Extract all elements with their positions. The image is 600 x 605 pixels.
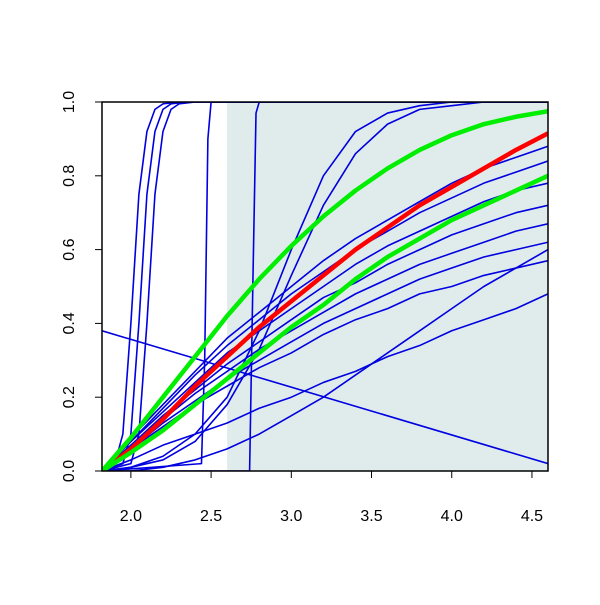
data-line <box>102 102 548 471</box>
y-tick-label: 0.0 <box>61 460 78 482</box>
y-tick-label: 0.6 <box>61 238 78 260</box>
plot-area <box>102 102 548 471</box>
data-line <box>102 182 548 471</box>
x-tick-label: 3.5 <box>360 508 382 525</box>
y-tick-label: 0.2 <box>61 386 78 408</box>
data-line <box>102 102 548 471</box>
plot-frame <box>101 101 549 472</box>
x-tick-label: 2.0 <box>120 508 142 525</box>
data-line <box>102 293 548 471</box>
data-line <box>102 248 548 471</box>
data-line <box>102 330 548 465</box>
y-tick-label: 0.4 <box>61 312 78 334</box>
x-tick-label: 3.0 <box>280 508 302 525</box>
x-tick-label: 4.0 <box>441 508 463 525</box>
highlight-line <box>102 173 548 471</box>
x-tick-label: 2.5 <box>200 508 222 525</box>
highlight-line <box>102 131 548 471</box>
data-line <box>102 102 548 471</box>
y-tick-label: 0.8 <box>61 165 78 187</box>
data-line <box>102 160 548 471</box>
x-tick-label: 4.5 <box>521 508 543 525</box>
y-tick-label: 1.0 <box>61 91 78 113</box>
highlight-line <box>102 109 548 471</box>
data-line <box>102 241 548 471</box>
data-line <box>102 102 548 471</box>
